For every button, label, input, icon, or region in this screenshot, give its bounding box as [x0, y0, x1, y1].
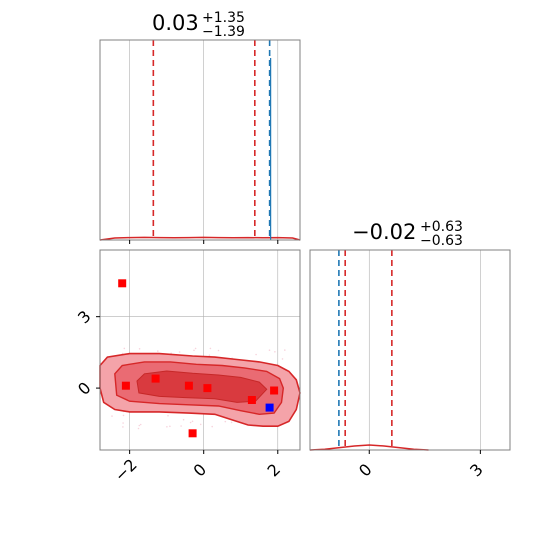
joint-red-marker-1	[121, 381, 130, 390]
param1-title: 0.03	[152, 11, 199, 35]
joint-sample-88	[209, 347, 212, 350]
param2-title: −0.02	[352, 220, 416, 244]
joint-sample-79	[208, 354, 211, 357]
joint-sample-44	[157, 350, 159, 352]
joint-sample-11	[284, 349, 286, 351]
hist2-frame	[309, 249, 511, 451]
joint-sample-133	[167, 414, 169, 417]
joint-sample-101	[166, 426, 168, 428]
joint-sample-52	[111, 415, 113, 417]
param1-title-minus: −1.39	[202, 24, 245, 40]
joint-sample-126	[274, 351, 276, 353]
joint-sample-27	[191, 420, 194, 423]
param2-median: −0.02	[352, 220, 416, 244]
hist2-curve	[309, 444, 429, 451]
joint-sample-66	[224, 420, 227, 423]
joint-red-marker-4	[188, 429, 197, 438]
joint-red-marker-2	[151, 374, 160, 383]
hist1-frame	[99, 39, 301, 241]
joint-sample-111	[122, 414, 125, 417]
joint-sample-38	[281, 358, 284, 360]
joint-ytick-label-0: 0	[74, 378, 95, 399]
param1-title-plus: +1.35	[202, 10, 245, 26]
joint-sample-16	[138, 348, 141, 350]
param2-title-plus: +0.63	[420, 219, 463, 235]
joint-sample-6	[230, 421, 233, 424]
hist2-xtick-label-1: 3	[466, 460, 487, 481]
joint-sample-67	[182, 418, 185, 421]
joint-xtick-label-2: 2	[264, 460, 285, 481]
joint-sample-127	[178, 351, 181, 353]
joint-red-marker-3	[184, 381, 193, 390]
joint-xtick-label-1: 0	[189, 460, 210, 481]
joint-sample-75	[122, 422, 124, 424]
joint-sample-40	[211, 425, 213, 428]
joint-sample-10	[139, 423, 142, 426]
joint-density-panel: −2 0 2 0 3	[74, 249, 301, 485]
joint-red-marker-5	[203, 384, 212, 393]
joint-sample-57	[122, 426, 124, 428]
joint-sample-97	[194, 347, 197, 350]
joint-contour-inner	[136, 370, 268, 403]
joint-blue-marker-0	[265, 403, 274, 412]
joint-sample-47	[123, 347, 126, 350]
joint-sample-114	[169, 425, 171, 428]
joint-xtick-label-0: −2	[111, 455, 141, 485]
param2-title-minus: −0.63	[420, 233, 463, 249]
joint-sample-131	[217, 349, 220, 352]
joint-sample-84	[193, 349, 195, 352]
hist1-curve	[99, 236, 301, 241]
joint-sample-119	[180, 425, 182, 427]
joint-frame	[99, 249, 301, 451]
joint-red-marker-7	[270, 386, 279, 395]
histogram-param1-panel	[99, 39, 301, 244]
joint-ytick-label-1: 3	[74, 307, 95, 328]
joint-sample-37	[268, 349, 271, 352]
joint-sample-87	[255, 353, 257, 356]
param1-median: 0.03	[152, 11, 199, 35]
joint-sample-65	[137, 427, 140, 430]
joint-sample-56	[138, 424, 141, 427]
joint-red-marker-6	[247, 396, 256, 404]
joint-red-marker-0	[118, 279, 127, 288]
hist2-xtick-label-0: 0	[355, 460, 376, 481]
joint-sample-90	[189, 421, 192, 424]
joint-sample-60	[199, 423, 202, 426]
